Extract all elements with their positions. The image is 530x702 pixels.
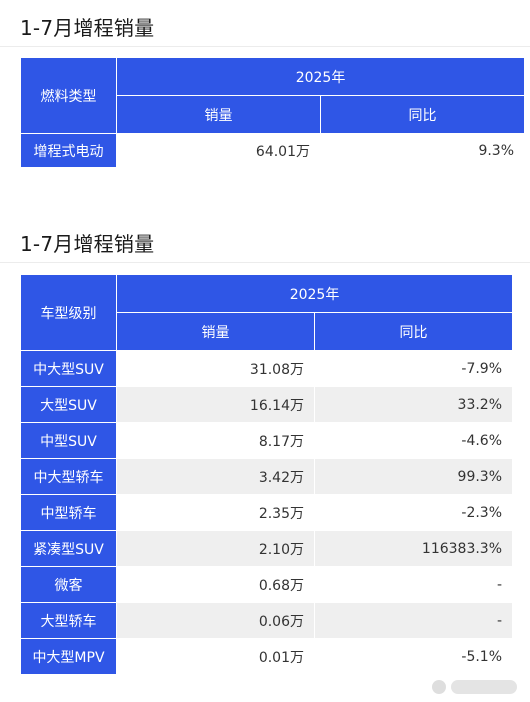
fuel-type-table: 燃料类型 2025年 销量 同比 增程式电动 64.01万 9.3% <box>20 57 526 168</box>
row-label: 大型轿车 <box>20 602 117 639</box>
section2-title: 1-7月增程销量 <box>20 232 155 256</box>
section2-divider <box>0 262 530 263</box>
row-label: 中大型SUV <box>20 350 117 387</box>
table-row: 中型轿车 2.35万 -2.3% <box>20 494 514 531</box>
row-yoy: 9.3% <box>319 133 526 168</box>
row-label: 增程式电动 <box>20 133 117 168</box>
row-sales: 0.68万 <box>116 566 315 603</box>
row-label: 中型轿车 <box>20 494 117 531</box>
row-yoy: 116383.3% <box>313 530 514 567</box>
row-yoy: - <box>313 602 514 639</box>
vehicle-class-table: 车型级别 2025年 销量 同比 中大型SUV 31.08万 -7.9% 大型SUV 1… <box>20 274 514 675</box>
header-yoy: 同比 <box>313 312 514 351</box>
row-label: 中大型轿车 <box>20 458 117 495</box>
header-sales: 销量 <box>116 95 321 134</box>
logo-watermark-icon <box>432 676 524 698</box>
section1-title: 1-7月增程销量 <box>20 16 155 40</box>
header-sales: 销量 <box>116 312 315 351</box>
row-label: 微客 <box>20 566 117 603</box>
row-yoy: 33.2% <box>313 386 514 423</box>
table-row: 中大型MPV 0.01万 -5.1% <box>20 638 514 675</box>
table-row: 紧凑型SUV 2.10万 116383.3% <box>20 530 514 567</box>
header-vehicle-class: 车型级别 <box>20 274 117 351</box>
row-sales: 8.17万 <box>116 422 315 459</box>
table-row: 中大型SUV 31.08万 -7.9% <box>20 350 514 387</box>
row-label: 大型SUV <box>20 386 117 423</box>
row-sales: 3.42万 <box>116 458 315 495</box>
table-row: 微客 0.68万 - <box>20 566 514 603</box>
row-yoy: 99.3% <box>313 458 514 495</box>
header-year: 2025年 <box>115 274 514 313</box>
row-label: 紧凑型SUV <box>20 530 117 567</box>
table-row: 中大型轿车 3.42万 99.3% <box>20 458 514 495</box>
table-row: 中型SUV 8.17万 -4.6% <box>20 422 514 459</box>
row-sales: 31.08万 <box>116 350 315 387</box>
row-sales: 0.01万 <box>116 638 315 675</box>
header-year: 2025年 <box>115 57 526 96</box>
row-yoy: -7.9% <box>313 350 514 387</box>
row-sales: 2.10万 <box>116 530 315 567</box>
row-sales: 2.35万 <box>116 494 315 531</box>
row-yoy: -4.6% <box>313 422 514 459</box>
row-sales: 64.01万 <box>116 133 321 168</box>
row-label: 中大型MPV <box>20 638 117 675</box>
header-yoy: 同比 <box>319 95 526 134</box>
section1-divider <box>0 46 530 47</box>
header-fuel-type: 燃料类型 <box>20 57 117 134</box>
row-sales: 0.06万 <box>116 602 315 639</box>
table-row: 大型SUV 16.14万 33.2% <box>20 386 514 423</box>
row-yoy: -5.1% <box>313 638 514 675</box>
row-yoy: - <box>313 566 514 603</box>
row-yoy: -2.3% <box>313 494 514 531</box>
row-sales: 16.14万 <box>116 386 315 423</box>
table-row: 大型轿车 0.06万 - <box>20 602 514 639</box>
row-label: 中型SUV <box>20 422 117 459</box>
table-row: 增程式电动 64.01万 9.3% <box>20 133 526 168</box>
